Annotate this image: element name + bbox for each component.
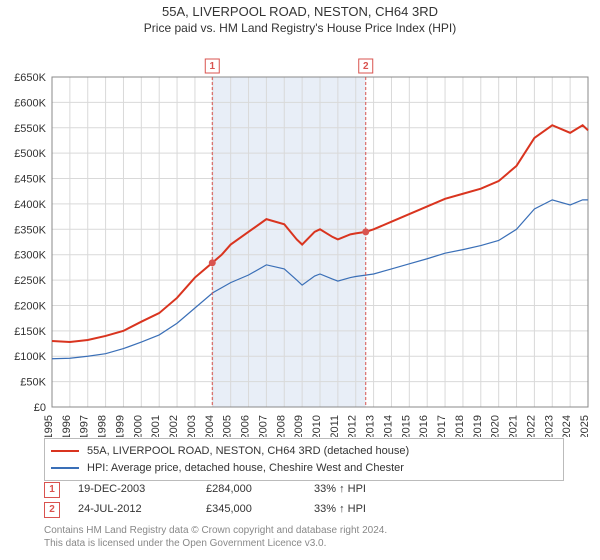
svg-text:1995: 1995 [43,415,55,437]
svg-text:2018: 2018 [454,415,466,437]
event-delta: 33% ↑ HPI [314,480,366,500]
svg-text:2017: 2017 [436,415,448,437]
event-date: 19-DEC-2003 [78,480,188,500]
svg-text:2016: 2016 [418,415,430,437]
svg-text:£450K: £450K [14,173,46,185]
event-row: 2 24-JUL-2012 £345,000 33% ↑ HPI [44,500,564,520]
svg-text:2002: 2002 [168,415,180,437]
svg-text:2022: 2022 [525,415,537,437]
svg-text:£50K: £50K [20,377,46,389]
svg-text:£200K: £200K [14,300,46,312]
svg-text:2019: 2019 [472,415,484,437]
svg-text:2009: 2009 [293,415,305,437]
svg-text:2010: 2010 [311,415,323,437]
svg-text:2015: 2015 [400,415,412,437]
svg-text:2013: 2013 [365,415,377,437]
credits-line2: This data is licensed under the Open Gov… [44,537,564,550]
svg-text:1997: 1997 [79,415,91,437]
svg-text:£100K: £100K [14,351,46,363]
svg-text:2007: 2007 [257,415,269,437]
event-delta: 33% ↑ HPI [314,500,366,520]
svg-text:1996: 1996 [61,415,73,437]
legend-label-property: 55A, LIVERPOOL ROAD, NESTON, CH64 3RD (d… [87,443,409,460]
legend: 55A, LIVERPOOL ROAD, NESTON, CH64 3RD (d… [44,438,564,481]
legend-swatch-hpi [51,467,79,469]
svg-text:2011: 2011 [329,415,341,437]
svg-text:2001: 2001 [150,415,162,437]
svg-text:£500K: £500K [14,148,46,160]
svg-text:2004: 2004 [204,415,216,437]
legend-label-hpi: HPI: Average price, detached house, Ches… [87,460,404,477]
svg-text:2024: 2024 [561,415,573,437]
event-badge-1: 1 [44,482,60,498]
svg-text:1998: 1998 [97,415,109,437]
legend-row: 55A, LIVERPOOL ROAD, NESTON, CH64 3RD (d… [51,443,557,460]
credits: Contains HM Land Registry data © Crown c… [44,524,564,550]
svg-text:£550K: £550K [14,123,46,135]
event-price: £284,000 [206,480,296,500]
legend-row: HPI: Average price, detached house, Ches… [51,460,557,477]
page-subtitle: Price paid vs. HM Land Registry's House … [0,21,600,37]
event-row: 1 19-DEC-2003 £284,000 33% ↑ HPI [44,480,564,500]
event-badge-2: 2 [44,502,60,518]
event-price: £345,000 [206,500,296,520]
page-title: 55A, LIVERPOOL ROAD, NESTON, CH64 3RD [0,0,600,21]
svg-text:£150K: £150K [14,326,46,338]
svg-text:£600K: £600K [14,97,46,109]
svg-text:1: 1 [209,61,215,72]
events-table: 1 19-DEC-2003 £284,000 33% ↑ HPI 2 24-JU… [44,480,564,520]
svg-text:£350K: £350K [14,224,46,236]
svg-text:2014: 2014 [382,415,394,437]
svg-text:2023: 2023 [543,415,555,437]
svg-text:2021: 2021 [508,415,520,437]
svg-text:£0: £0 [34,402,46,414]
legend-swatch-property [51,450,79,452]
svg-text:2000: 2000 [132,415,144,437]
svg-text:2006: 2006 [240,415,252,437]
event-date: 24-JUL-2012 [78,500,188,520]
svg-text:£650K: £650K [14,72,46,84]
svg-text:2012: 2012 [347,415,359,437]
svg-text:2020: 2020 [490,415,502,437]
svg-text:1999: 1999 [114,415,126,437]
svg-text:2003: 2003 [186,415,198,437]
svg-text:2008: 2008 [275,415,287,437]
svg-text:£300K: £300K [14,250,46,262]
svg-text:2005: 2005 [222,415,234,437]
svg-text:2: 2 [363,61,369,72]
credits-line1: Contains HM Land Registry data © Crown c… [44,524,564,537]
svg-text:£400K: £400K [14,199,46,211]
svg-text:2025: 2025 [579,415,591,437]
svg-text:£250K: £250K [14,275,46,287]
price-chart: £0 £50K £100K £150K £200K £250K £300K £350K £400… [0,37,600,437]
